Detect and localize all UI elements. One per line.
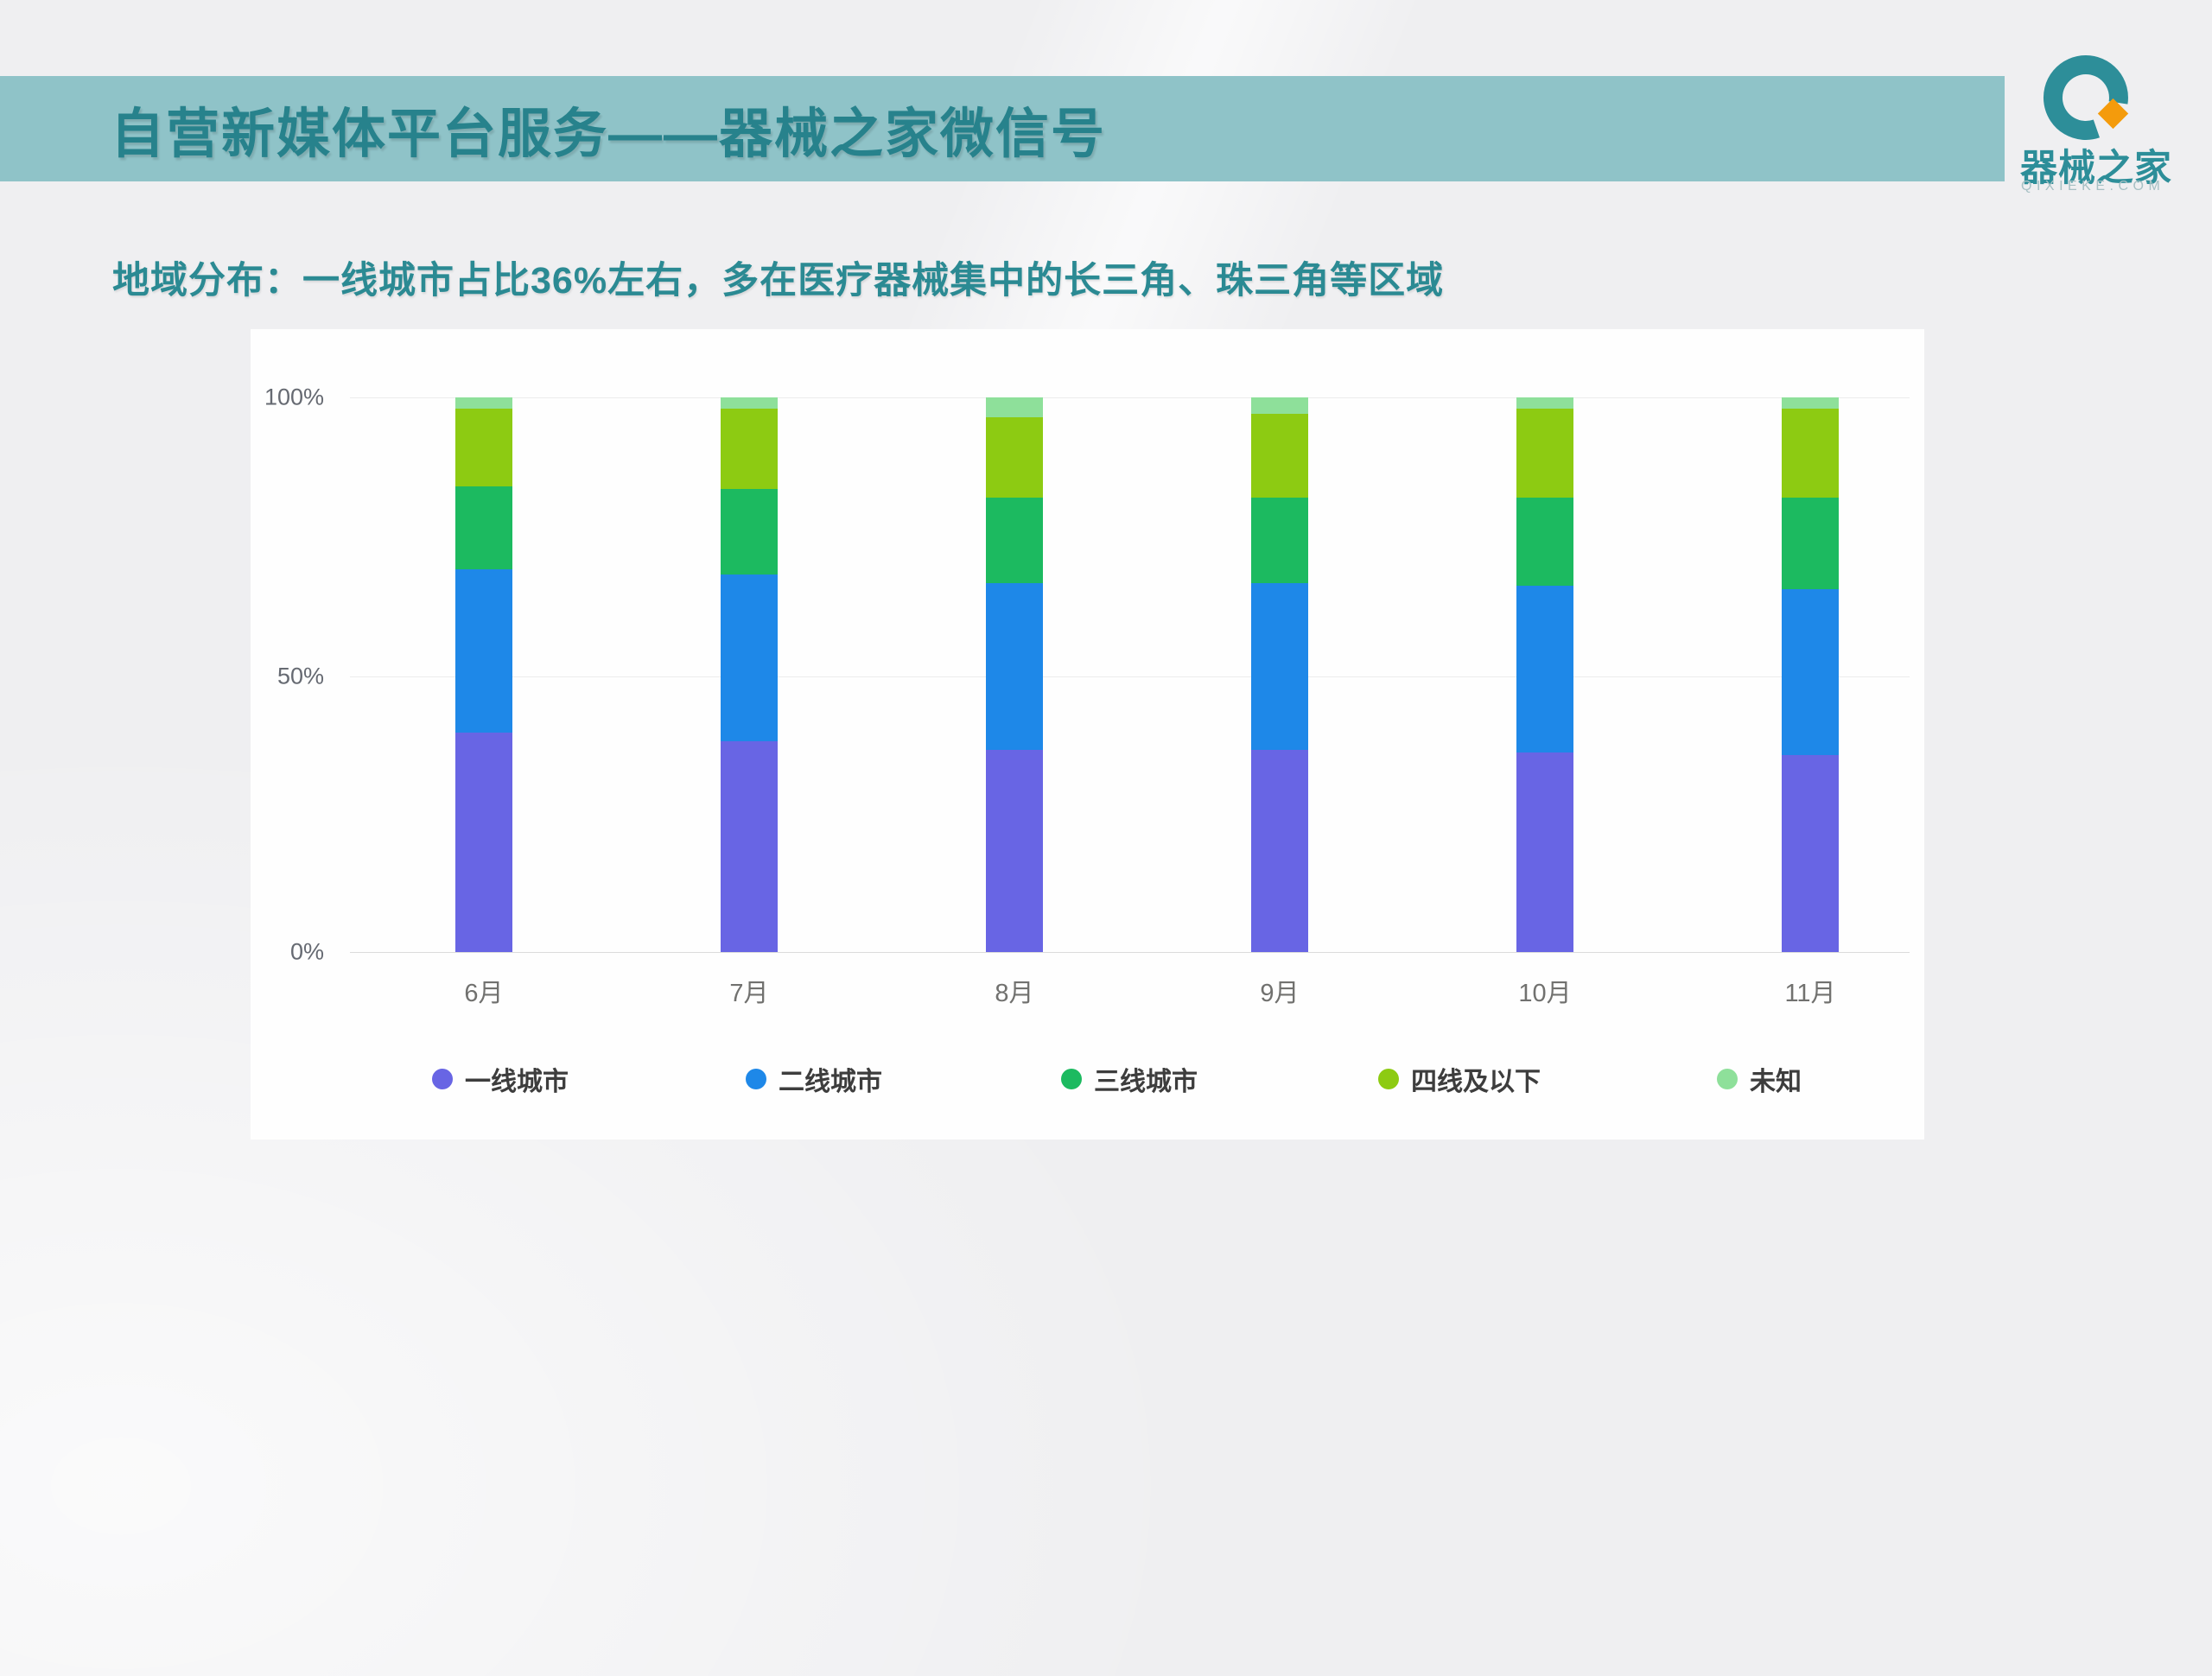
legend-dot-icon: [432, 1069, 453, 1089]
bar-segment-未知: [1782, 397, 1839, 409]
y-tick-50: 50%: [276, 663, 324, 689]
x-tick-9月: 9月: [1260, 980, 1300, 1007]
legend-item-一线城市: 一线城市: [432, 1064, 569, 1096]
bar-segment-一线城市: [455, 733, 512, 952]
bar-segment-三线城市: [1782, 497, 1839, 589]
gridline-0 x-axis-line: [350, 952, 1910, 953]
bar-segment-未知: [986, 397, 1043, 417]
chart-panel: 100% 50% 0% 6月 7月 8月 9月 10月 11月 一线城市 二线城市 三线城市 四…: [251, 329, 1924, 1140]
bar-segment-一线城市: [1782, 755, 1839, 952]
x-tick-6月: 6月: [464, 980, 504, 1007]
stacked-bar-6月: [455, 397, 512, 952]
bar-segment-一线城市: [986, 749, 1043, 952]
bar-segment-一线城市: [1251, 749, 1308, 952]
legend-dot-icon: [1378, 1069, 1399, 1089]
logo-q-icon: [2043, 55, 2129, 140]
x-tick-11月: 11月: [1784, 980, 1836, 1007]
bar-segment-三线城市: [986, 497, 1043, 584]
stacked-bar-9月: [1251, 397, 1308, 952]
gridline-100: [350, 397, 1910, 398]
legend-item-未知: 未知: [1717, 1064, 1802, 1096]
legend-item-二线城市: 二线城市: [746, 1064, 882, 1096]
bar-segment-三线城市: [721, 488, 778, 575]
bar-segment-二线城市: [1782, 588, 1839, 756]
bar-segment-二线城市: [1251, 583, 1308, 750]
bar-segment-三线城市: [1516, 497, 1573, 587]
header-bar: 自营新媒体平台服务——器械之家微信号: [0, 76, 2005, 181]
y-tick-0: 0%: [289, 938, 324, 965]
stacked-bar-7月: [721, 397, 778, 952]
bar-segment-四线及以下: [721, 408, 778, 489]
plot-area: [350, 397, 1910, 952]
bar-segment-四线及以下: [455, 408, 512, 486]
logo-domain: QIXIEKE.COM: [2021, 179, 2165, 194]
bar-segment-四线及以下: [986, 416, 1043, 498]
bar-segment-二线城市: [455, 569, 512, 733]
legend-dot-icon: [746, 1069, 766, 1089]
stacked-bar-8月: [986, 397, 1043, 952]
bar-segment-二线城市: [986, 583, 1043, 750]
gridline-50: [350, 676, 1910, 677]
x-tick-7月: 7月: [729, 980, 769, 1007]
bar-segment-二线城市: [1516, 586, 1573, 752]
bar-segment-未知: [1516, 397, 1573, 409]
logo-name: 器械之家: [2020, 148, 2172, 189]
x-tick-10月: 10月: [1518, 980, 1572, 1007]
legend-item-四线及以下: 四线及以下: [1378, 1064, 1541, 1096]
bar-segment-四线及以下: [1782, 408, 1839, 498]
legend-label: 一线城市: [465, 1068, 569, 1096]
legend-label: 二线城市: [779, 1068, 882, 1096]
slide-subtitle: 地域分布：一线城市占比36%左右，多在医疗器械集中的长三角、珠三角等区域: [112, 260, 1445, 302]
bar-segment-四线及以下: [1251, 414, 1308, 498]
legend-label: 未知: [1750, 1068, 1802, 1096]
bar-segment-一线城市: [1516, 752, 1573, 952]
slide-title: 自营新媒体平台服务——器械之家微信号: [111, 105, 1107, 164]
legend-label: 四线及以下: [1411, 1068, 1541, 1096]
legend-dot-icon: [1061, 1069, 1082, 1089]
bar-segment-未知: [721, 397, 778, 409]
legend-item-三线城市: 三线城市: [1061, 1064, 1198, 1096]
bar-segment-三线城市: [455, 486, 512, 570]
bar-segment-一线城市: [721, 741, 778, 952]
y-tick-100: 100%: [264, 384, 324, 410]
legend-label: 三线城市: [1094, 1068, 1198, 1096]
bar-segment-未知: [455, 397, 512, 409]
legend-dot-icon: [1717, 1069, 1738, 1089]
logo-ring: [2043, 55, 2128, 140]
bar-segment-四线及以下: [1516, 408, 1573, 498]
qixieke-logo: 器械之家 QIXIEKE.COM: [2013, 52, 2199, 203]
stacked-bar-10月: [1516, 397, 1573, 952]
bar-segment-二线城市: [721, 575, 778, 742]
bar-segment-未知: [1251, 397, 1308, 415]
x-tick-8月: 8月: [995, 980, 1034, 1007]
stacked-bar-11月: [1782, 397, 1839, 952]
bar-segment-三线城市: [1251, 497, 1308, 584]
